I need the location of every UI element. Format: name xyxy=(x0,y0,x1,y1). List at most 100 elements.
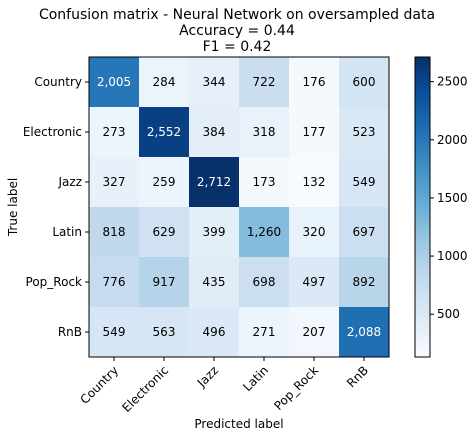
heatmap-cell xyxy=(289,207,339,257)
cell-value-label: 892 xyxy=(353,275,376,289)
x-tick-label: Electronic xyxy=(119,363,171,415)
y-tick-label: Latin xyxy=(52,225,82,239)
heatmap-cell xyxy=(339,307,389,357)
heatmap-cell xyxy=(239,307,289,357)
title-line-3: F1 = 0.42 xyxy=(203,39,272,55)
heatmap-cell xyxy=(89,307,139,357)
heatmap-cell xyxy=(339,257,389,307)
cell-value-label: 917 xyxy=(153,275,176,289)
heatmap-cells xyxy=(89,57,389,357)
cell-value-label: 2,552 xyxy=(147,125,181,139)
heatmap-cell-labels: 2,005 284 344 722 176 600 273 2,552 384 318 177 523… xyxy=(97,75,381,339)
x-tick-label: Pop_Rock xyxy=(271,363,321,413)
heatmap-cell xyxy=(339,207,389,257)
colorbar-tick-label: 1000 xyxy=(437,249,468,263)
y-axis-ticks: Country Electronic Jazz Latin Pop_Rock RnB xyxy=(23,75,89,339)
heatmap-cell xyxy=(139,207,189,257)
cell-value-label: 496 xyxy=(203,325,226,339)
colorbar-ticks: 500 1000 1500 2000 2500 xyxy=(430,75,468,321)
heatmap-cell xyxy=(339,107,389,157)
cell-value-label: 177 xyxy=(303,125,326,139)
cell-value-label: 629 xyxy=(153,225,176,239)
heatmap-cell xyxy=(139,57,189,107)
cell-value-label: 259 xyxy=(153,175,176,189)
heatmap-cell xyxy=(189,57,239,107)
cell-value-label: 549 xyxy=(353,175,376,189)
cell-value-label: 523 xyxy=(353,125,376,139)
cell-value-label: 2,088 xyxy=(347,325,381,339)
heatmap-cell xyxy=(139,257,189,307)
title-line-2: Accuracy = 0.44 xyxy=(179,23,295,39)
cell-value-label: 173 xyxy=(253,175,276,189)
cell-value-label: 2,005 xyxy=(97,75,131,89)
x-tick-label: Country xyxy=(78,363,122,407)
y-tick-label: Country xyxy=(34,75,82,89)
y-tick-label: Electronic xyxy=(23,125,82,139)
heatmap-cell xyxy=(189,257,239,307)
x-axis-label: Predicted label xyxy=(194,417,283,431)
cell-value-label: 776 xyxy=(103,275,126,289)
heatmap-cell xyxy=(239,257,289,307)
title-line-1: Confusion matrix - Neural Network on ove… xyxy=(39,7,435,23)
x-tick-label: Jazz xyxy=(194,363,221,390)
x-tick-label: RnB xyxy=(344,363,371,390)
x-tick-label: Latin xyxy=(240,363,271,394)
heatmap-cell xyxy=(289,307,339,357)
heatmap-cell xyxy=(189,307,239,357)
heatmap-cell xyxy=(139,307,189,357)
cell-value-label: 2,712 xyxy=(197,175,231,189)
cell-value-label: 549 xyxy=(103,325,126,339)
heatmap-cell xyxy=(89,107,139,157)
cell-value-label: 284 xyxy=(153,75,176,89)
colorbar-tick-label: 500 xyxy=(437,307,460,321)
cell-value-label: 722 xyxy=(253,75,276,89)
heatmap-cell xyxy=(189,107,239,157)
cell-value-label: 176 xyxy=(303,75,326,89)
cell-value-label: 132 xyxy=(303,175,326,189)
y-axis-label: True label xyxy=(6,178,20,237)
heatmap-cell xyxy=(339,157,389,207)
heatmap-cell xyxy=(139,107,189,157)
colorbar xyxy=(414,56,431,358)
cell-value-label: 344 xyxy=(203,75,226,89)
cell-value-label: 600 xyxy=(353,75,376,89)
y-tick-label: RnB xyxy=(58,325,82,339)
heatmap-cell xyxy=(339,57,389,107)
cell-value-label: 697 xyxy=(353,225,376,239)
heatmap-cell xyxy=(139,157,189,207)
cell-value-label: 273 xyxy=(103,125,126,139)
cell-value-label: 207 xyxy=(303,325,326,339)
heatmap-cell xyxy=(239,107,289,157)
heatmap-cell xyxy=(189,157,239,207)
cell-value-label: 399 xyxy=(203,225,226,239)
plot-frame xyxy=(88,56,390,358)
cell-value-label: 563 xyxy=(153,325,176,339)
cell-value-label: 435 xyxy=(203,275,226,289)
cell-value-label: 818 xyxy=(103,225,126,239)
heatmap-cell xyxy=(289,57,339,107)
colorbar-tick-label: 2500 xyxy=(437,75,468,89)
heatmap-cell xyxy=(189,207,239,257)
colorbar-tick-label: 1500 xyxy=(437,191,468,205)
cell-value-label: 320 xyxy=(303,225,326,239)
colorbar-tick-label: 2000 xyxy=(437,133,468,147)
heatmap-cell xyxy=(239,157,289,207)
heatmap-cell xyxy=(289,257,339,307)
cell-value-label: 497 xyxy=(303,275,326,289)
heatmap-cell xyxy=(239,57,289,107)
cell-value-label: 318 xyxy=(253,125,276,139)
cell-value-label: 1,260 xyxy=(247,225,281,239)
heatmap-cell xyxy=(289,157,339,207)
cell-value-label: 384 xyxy=(203,125,226,139)
heatmap-cell xyxy=(89,57,139,107)
heatmap-cell xyxy=(89,257,139,307)
heatmap-cell xyxy=(289,107,339,157)
heatmap-cell xyxy=(89,157,139,207)
y-tick-label: Jazz xyxy=(58,175,83,189)
cell-value-label: 271 xyxy=(253,325,276,339)
chart-title: Confusion matrix - Neural Network on ove… xyxy=(39,7,435,55)
heatmap-cell xyxy=(239,207,289,257)
heatmap-cell xyxy=(89,207,139,257)
